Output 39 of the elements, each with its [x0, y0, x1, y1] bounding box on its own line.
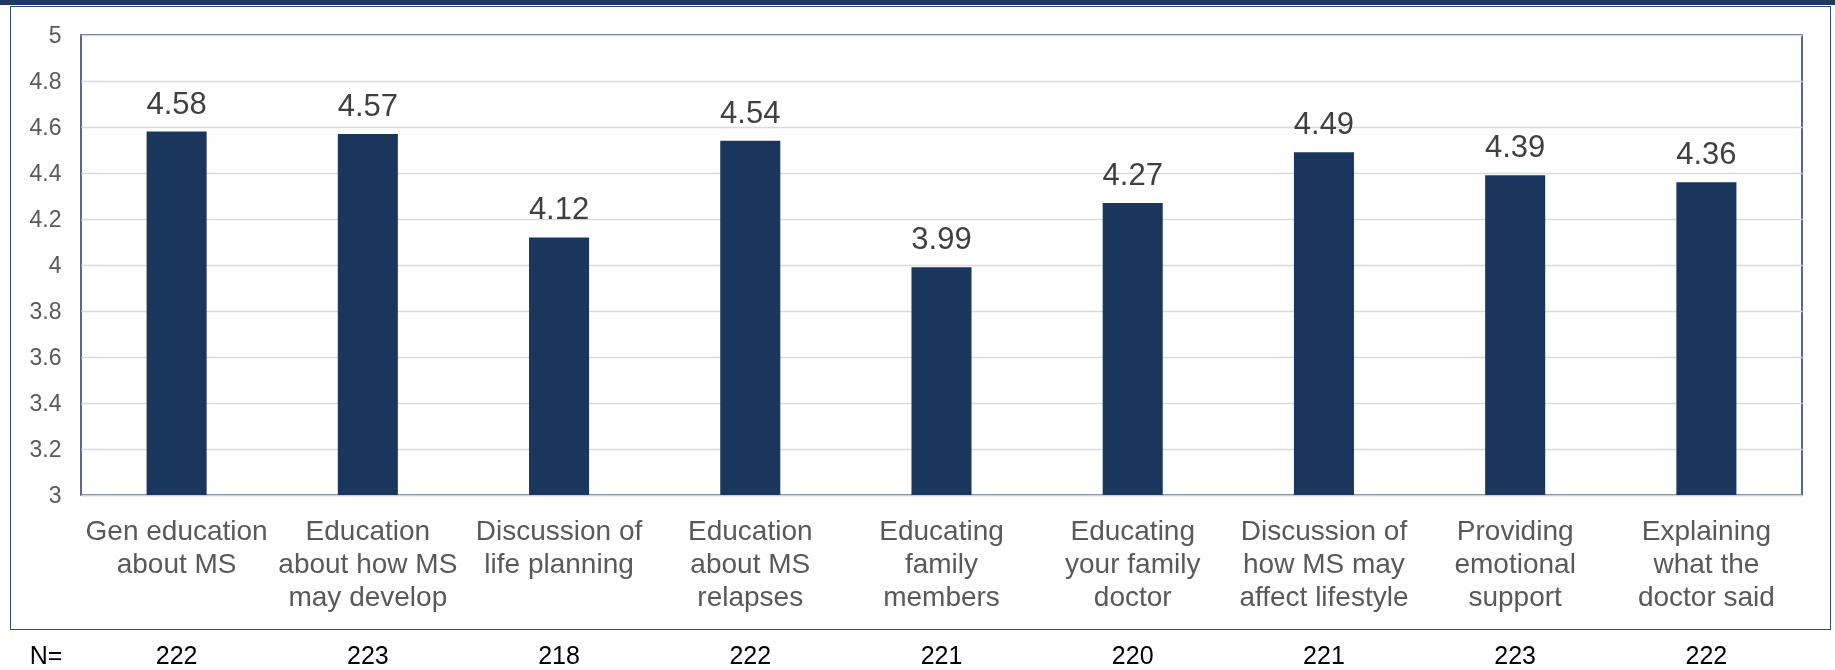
text: 223	[346, 641, 389, 669]
text: 222	[729, 641, 772, 669]
x-tick-label: Providing emotional support	[1454, 514, 1576, 612]
x-tick-label: Gen education about MS	[85, 514, 268, 579]
y-tick-label: 4.2	[29, 205, 62, 232]
data-label: 4.12	[528, 191, 590, 227]
data-label: 4.39	[1484, 129, 1546, 165]
text: 222	[1685, 641, 1728, 669]
y-tick-label: 4.4	[29, 159, 62, 186]
y-tick-label: 3.8	[29, 297, 62, 324]
text: 218	[538, 641, 580, 669]
data-label: 4.36	[1676, 136, 1737, 172]
x-tick-label: Educating family members	[879, 514, 1004, 612]
y-tick-label: 4.6	[29, 113, 62, 140]
data-label: 4.49	[1293, 106, 1355, 142]
data-label: 4.54	[720, 94, 781, 130]
data-label: 3.99	[911, 221, 972, 257]
text: 220	[1111, 641, 1154, 669]
x-tick-label: Education about MS relapses	[688, 514, 813, 612]
y-tick-label: 3	[48, 481, 62, 508]
text: 222	[155, 641, 198, 669]
x-tick-label: Educating your family doctor	[1065, 514, 1201, 612]
data-label: 4.57	[337, 87, 399, 123]
x-tick-label: Discussion of how MS may affect lifestyle	[1239, 514, 1409, 612]
data-label: 4.58	[146, 85, 207, 121]
y-tick-label: 4.8	[29, 67, 62, 94]
x-tick-label: Education about how MS may develop	[278, 514, 458, 612]
data-label: 4.27	[1102, 156, 1163, 192]
y-tick-label: 5	[48, 21, 62, 48]
text: 221	[1303, 641, 1345, 669]
text: 223	[1494, 641, 1537, 669]
y-tick-label: 3.4	[29, 389, 62, 416]
y-tick-label: 3.6	[29, 343, 62, 370]
y-tick-label: 4	[48, 251, 62, 278]
x-tick-label: Discussion of life planning	[475, 514, 643, 579]
text: N=	[29, 641, 63, 669]
x-tick-label: Explaining what the doctor said	[1637, 514, 1775, 612]
y-tick-label: 3.2	[29, 435, 62, 462]
text: 221	[920, 641, 963, 669]
